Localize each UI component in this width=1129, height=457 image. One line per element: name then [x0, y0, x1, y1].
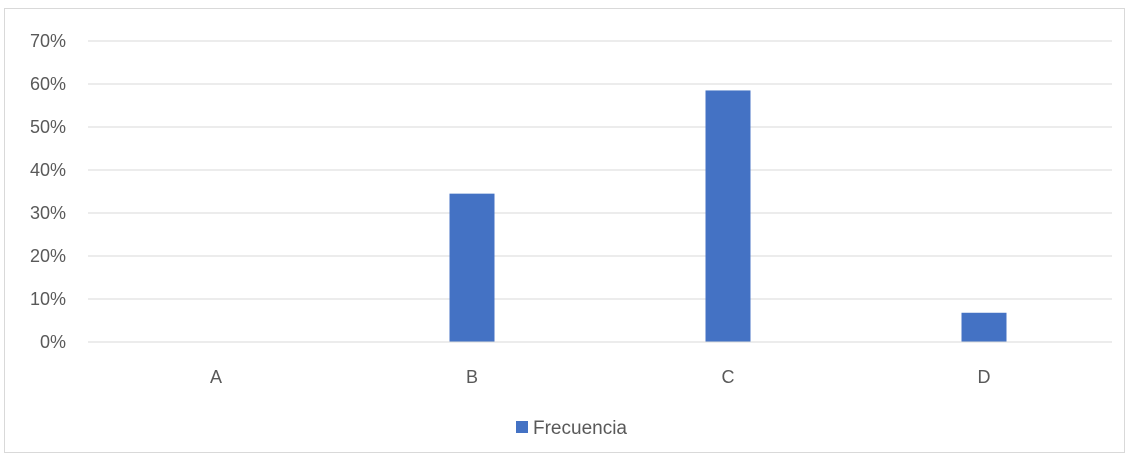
y-tick-label: 70% [30, 31, 66, 51]
x-axis-tick-labels: A B C D [210, 367, 991, 387]
x-tick-label-c: C [722, 367, 735, 387]
chart-frame [4, 8, 1125, 453]
y-tick-label: 30% [30, 203, 66, 223]
bars [449, 90, 1007, 342]
x-tick-label-b: B [466, 367, 478, 387]
y-tick-label: 10% [30, 289, 66, 309]
gridlines [88, 40, 1112, 300]
legend: Frecuencia [516, 418, 627, 439]
bar-b [449, 193, 495, 342]
y-axis-tick-labels: 0% 10% 20% 30% 40% 50% 60% 70% [30, 31, 66, 352]
legend-label-frecuencia: Frecuencia [533, 418, 627, 439]
bar-d [961, 312, 1007, 342]
y-tick-label: 60% [30, 74, 66, 94]
legend-swatch-frecuencia [516, 421, 528, 433]
y-tick-label: 20% [30, 246, 66, 266]
x-tick-label-d: D [978, 367, 991, 387]
x-tick-label-a: A [210, 367, 222, 387]
bar-c [705, 90, 751, 342]
y-tick-label: 50% [30, 117, 66, 137]
y-tick-label: 40% [30, 160, 66, 180]
y-tick-label: 0% [40, 332, 66, 352]
